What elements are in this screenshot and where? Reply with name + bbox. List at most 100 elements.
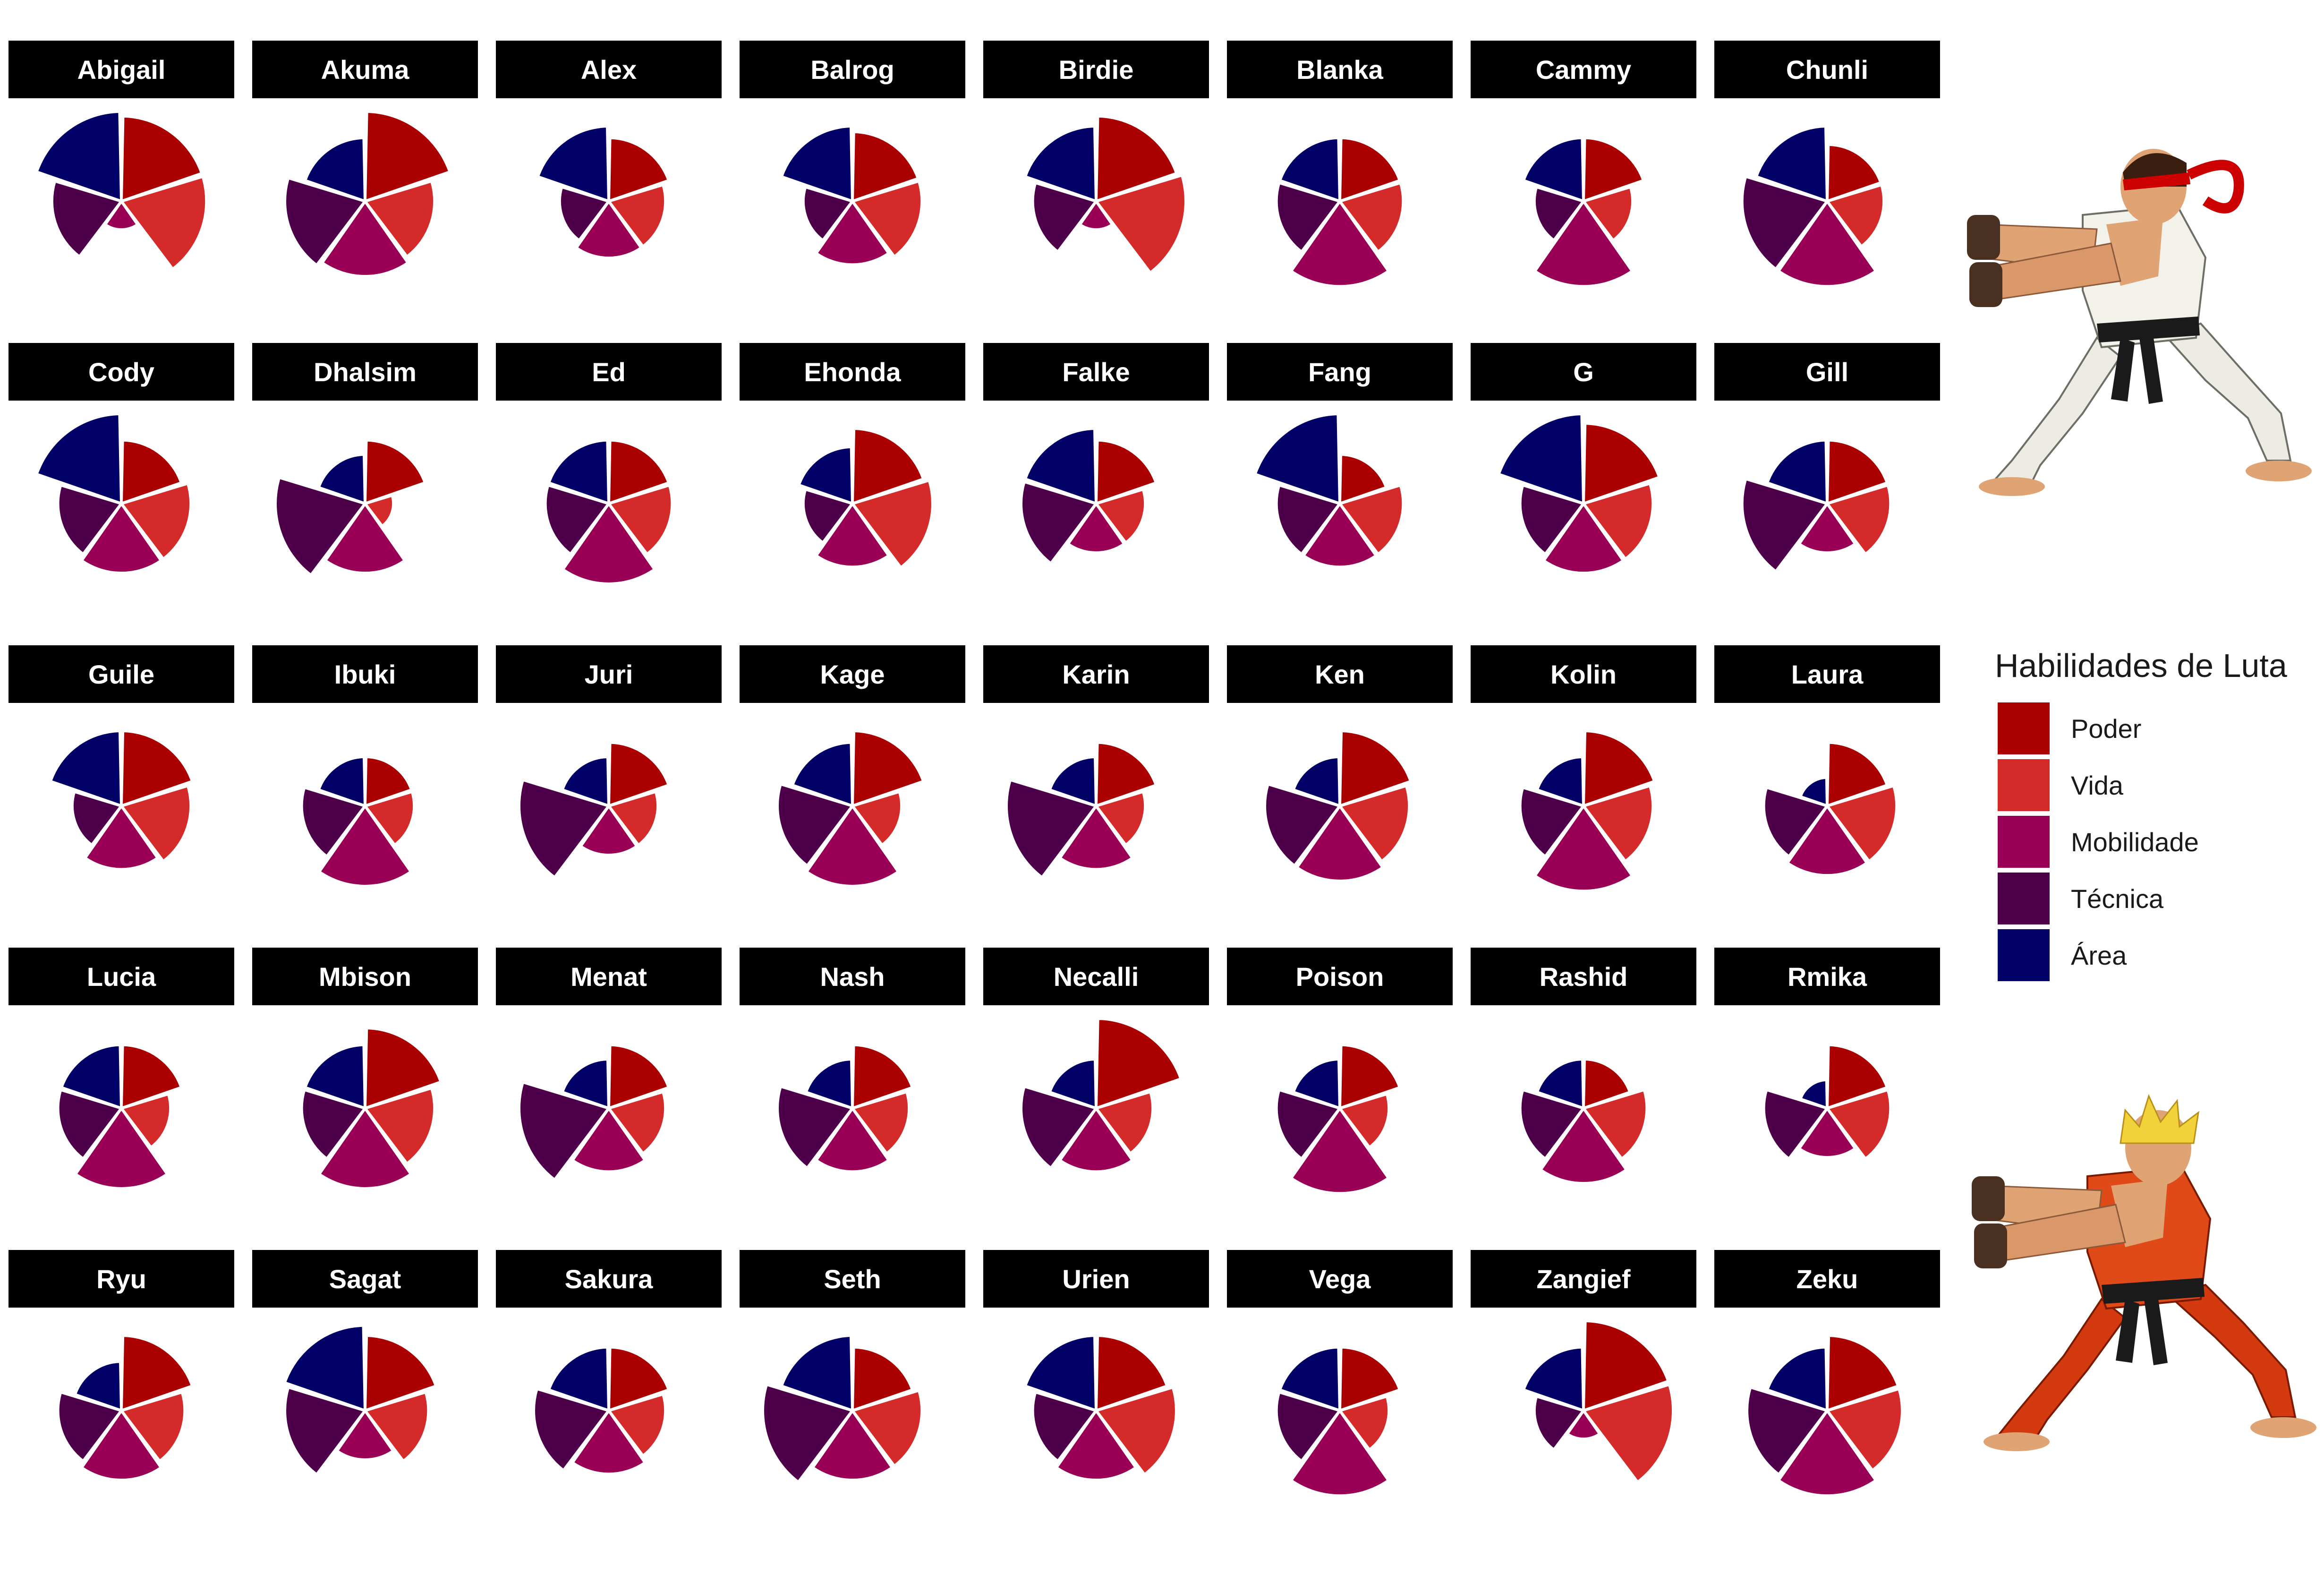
sector-birdie-area <box>1023 125 1098 203</box>
sector-kolin-mobilidade <box>1533 804 1634 893</box>
sector-kage-poder <box>851 729 925 807</box>
facet-akuma: Akuma <box>252 41 478 278</box>
facet-strip-blanka <box>1227 41 1453 98</box>
sector-gill-mobilidade <box>1797 502 1857 554</box>
sector-lucia-mobilidade <box>74 1107 169 1190</box>
facet-label-guile: Guile <box>88 659 154 689</box>
facet-label-dhalsim: Dhalsim <box>314 357 417 387</box>
facet-fang: Fang <box>1227 343 1453 569</box>
sector-ken-tecnica <box>1263 782 1341 867</box>
facet-label-ken: Ken <box>1315 659 1365 689</box>
sector-ehonda-tecnica <box>801 488 854 544</box>
ryu-figure-icon <box>1967 149 2312 496</box>
sector-zeku-mobilidade <box>1777 1409 1878 1497</box>
sector-sagat-mobilidade <box>335 1409 395 1461</box>
sector-lucia-area <box>60 1043 123 1110</box>
sector-necalli-tecnica <box>1020 1085 1098 1170</box>
sector-karin-tecnica <box>1005 778 1098 879</box>
sector-sakura-tecnica <box>532 1387 610 1472</box>
facet-strip-zangief <box>1471 1250 1696 1308</box>
facet-label-rashid: Rashid <box>1540 962 1628 992</box>
facet-juri: Juri <box>496 645 722 879</box>
sector-sakura-vida <box>607 1393 667 1457</box>
facet-strip-alex <box>496 41 722 98</box>
facet-strip-falke <box>983 343 1209 401</box>
sector-kage-tecnica <box>776 782 854 867</box>
facet-label-laura: Laura <box>1791 659 1864 689</box>
sector-zangief-vida <box>1582 1383 1675 1484</box>
facet-strip-nash <box>740 948 965 1005</box>
sector-ryu-vida <box>120 1390 187 1463</box>
sector-juri-poder <box>607 741 670 807</box>
sector-juri-tecnica <box>518 778 610 879</box>
sector-rashid-area <box>1535 1057 1585 1110</box>
facet-label-abigail: Abigail <box>77 55 166 85</box>
sector-urien-mobilidade <box>1055 1409 1138 1482</box>
sector-ed-area <box>547 438 610 505</box>
sector-blanka-area <box>1278 136 1341 203</box>
sector-mbison-tecnica <box>300 1088 366 1161</box>
facet-strip-balrog <box>740 41 965 98</box>
ken-figure-icon <box>1972 1094 2316 1451</box>
facet-label-seth: Seth <box>824 1264 881 1294</box>
sector-ehonda-area <box>797 445 854 505</box>
sector-seth-tecnica <box>761 1383 854 1484</box>
sector-seth-mobilidade <box>811 1409 894 1482</box>
sector-kolin-poder <box>1582 729 1656 807</box>
sector-poison-area <box>1292 1057 1341 1110</box>
sector-ken-vida <box>1338 784 1411 863</box>
facet-strip-lucia <box>9 948 234 1005</box>
facet-ken: Ken <box>1227 645 1453 882</box>
facet-label-zangief: Zangief <box>1536 1264 1630 1294</box>
facet-rmika: Rmika <box>1714 948 1940 1161</box>
sector-dhalsim-poder <box>364 438 426 505</box>
sector-karin-poder <box>1095 741 1158 807</box>
sector-abigail-tecnica <box>50 180 123 258</box>
legend-label-mobilidade: Mobilidade <box>2071 827 2199 857</box>
sector-zangief-mobilidade <box>1566 1409 1601 1441</box>
sector-g-area <box>1497 412 1585 505</box>
sector-balrog-area <box>780 125 854 203</box>
sector-cody-area <box>35 412 123 505</box>
facet-label-sagat: Sagat <box>329 1264 401 1294</box>
sector-juri-vida <box>607 790 660 847</box>
sector-ryu-poder <box>120 1334 194 1412</box>
sector-lucia-tecnica <box>56 1088 123 1161</box>
sector-rashid-vida <box>1582 1088 1649 1161</box>
sector-zeku-poder <box>1826 1334 1900 1412</box>
legend: Habilidades de Luta Poder Vida Mobilidade T… <box>1995 647 2287 981</box>
sector-ed-tecnica <box>544 483 610 556</box>
sector-balrog-poder <box>851 130 920 203</box>
sector-sagat-tecnica <box>283 1386 366 1476</box>
sector-vega-tecnica <box>1275 1390 1341 1463</box>
sector-balrog-vida <box>851 180 924 258</box>
ken-body <box>1972 1094 2316 1451</box>
facet-strip-menat <box>496 948 722 1005</box>
sector-cammy-tecnica <box>1532 185 1585 242</box>
sector-chunli-mobilidade <box>1777 200 1878 288</box>
legend-items: Poder Vida Mobilidade Técnica Área <box>1998 702 2199 981</box>
facet-strip-karin <box>983 645 1209 703</box>
sector-menat-poder <box>607 1043 670 1110</box>
facet-strip-birdie <box>983 41 1209 98</box>
sector-guile-area <box>49 729 123 807</box>
sector-birdie-mobilidade <box>1078 200 1114 231</box>
facet-label-vega: Vega <box>1309 1264 1371 1294</box>
sector-akuma-tecnica <box>283 176 366 267</box>
sector-abigail-vida <box>120 175 208 271</box>
sector-dhalsim-mobilidade <box>323 502 407 575</box>
facet-strip-abigail <box>9 41 234 98</box>
facet-strip-chunli <box>1714 41 1940 98</box>
sector-kolin-area <box>1535 755 1585 807</box>
facet-zangief: Zangief <box>1471 1250 1696 1484</box>
sector-ibuki-tecnica <box>300 786 366 858</box>
facet-lucia: Lucia <box>9 948 234 1190</box>
sector-akuma-area <box>304 136 366 203</box>
sector-zeku-area <box>1766 1345 1829 1412</box>
sector-necalli-vida <box>1095 1090 1155 1155</box>
sector-karin-area <box>1048 755 1098 807</box>
sector-rmika-area <box>1799 1078 1829 1110</box>
facet-strip-fang <box>1227 343 1453 401</box>
sector-rmika-poder <box>1826 1043 1889 1110</box>
sector-necalli-area <box>1048 1057 1098 1110</box>
